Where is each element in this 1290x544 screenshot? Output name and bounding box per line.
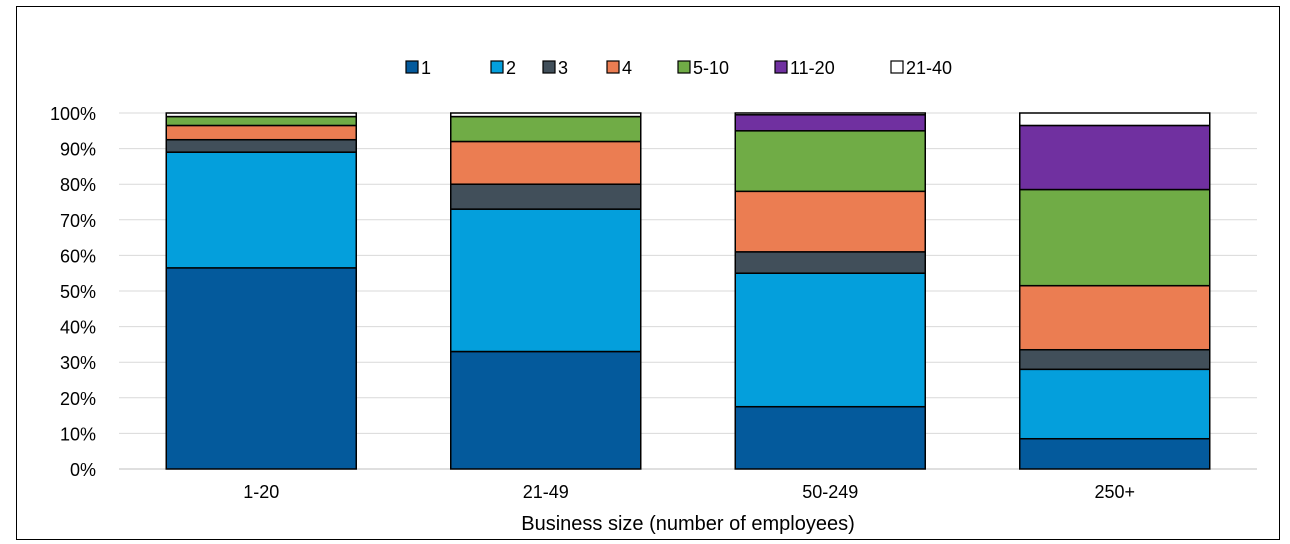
bar-segment-21-40 [450,112,642,118]
stacked-bar-chart: 0%10%20%30%40%50%60%70%80%90%100% 1-20 21… [50,58,1257,535]
bar-segment-5-10 [450,115,642,143]
chart-frame: 0% 10% 20% 30% 40% 50% 60% 70% 80% 90% 100% 1-20 21… [16,6,1280,540]
legend-label: 11-20 [790,58,835,78]
bar-segment-4 [1019,284,1211,351]
bar-segment-3 [450,183,642,210]
y-tick-label: 80% [60,175,96,195]
legend-label: 1 [421,58,431,78]
x-axis-title: Business size (number of employees) [521,513,854,535]
legend-label: 3 [558,58,568,78]
bar-segment-2 [1019,368,1211,440]
y-tick-label: 90% [60,140,96,160]
y-tick-label: 60% [60,246,96,266]
bar-segment-4 [450,140,642,185]
legend-swatch-11-20 [774,60,788,74]
bars [165,112,1211,470]
y-tick-label: 20% [60,389,96,409]
y-tick-label: 30% [60,353,96,373]
bar-segment-21-40 [165,112,357,118]
bar-segment-1 [165,267,357,470]
bar-segment-11-20 [734,114,926,132]
legend-swatch-3 [542,60,556,74]
x-axis-ticks: 1-20 21-49 50-249 250+ [243,482,1135,502]
legend-swatch-1 [405,60,419,74]
bar-segment-5-10 [734,130,926,193]
legend-label: 21-40 [906,58,952,78]
bar-segment-21-40 [1019,112,1211,127]
legend-label: 5-10 [693,58,729,78]
bar-segment-5-10 [1019,188,1211,287]
bar-segment-1 [1019,437,1211,470]
bar-segment-2 [734,272,926,408]
bar-segment-3 [734,251,926,274]
bar-segment-11-20 [1019,124,1211,191]
legend: 1 2 3 4 5-10 11-20 21-40 [405,58,952,78]
legend-swatch-5-10 [677,60,691,74]
y-tick-label: 10% [60,424,96,444]
bar-segment-4 [734,190,926,253]
y-tick-label: 40% [60,318,96,338]
bar-segment-2 [165,151,357,269]
y-tick-label: 0% [70,460,96,480]
bar-segment-4 [165,124,357,141]
bar-segment-2 [450,208,642,353]
bar-segment-3 [165,138,357,153]
bar-segment-5-10 [165,115,357,127]
x-tick-label: 50-249 [802,482,858,502]
legend-swatch-21-40 [890,60,904,74]
bar-segment-21-40 [734,112,926,116]
x-tick-label: 1-20 [243,482,279,502]
x-tick-label: 21-49 [523,482,569,502]
y-axis-ticks: 0% 10% 20% 30% 40% 50% 60% 70% 80% 90% 100% [50,104,96,480]
y-tick-label: 100% [50,104,96,124]
legend-swatch-2 [490,60,504,74]
legend-swatch-4 [606,60,620,74]
y-tick-label: 50% [60,282,96,302]
legend-label: 4 [622,58,632,78]
x-tick-label: 250+ [1094,482,1135,502]
legend-label: 2 [506,58,516,78]
y-tick-label: 70% [60,211,96,231]
bar-segment-1 [734,405,926,470]
bar-segment-3 [1019,348,1211,371]
bar-segment-1 [450,350,642,470]
